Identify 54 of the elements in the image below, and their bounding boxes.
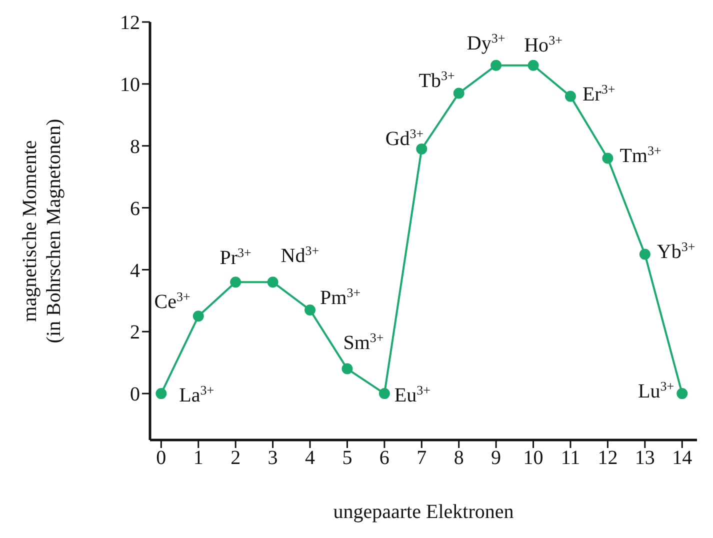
annotation: Gd$^{3+}$ <box>385 125 424 150</box>
point <box>342 363 353 374</box>
point <box>602 152 614 164</box>
annotation: Er$^{3+}$ <box>582 80 616 106</box>
annotation: Dy$^{3+}$ <box>466 30 506 54</box>
x-tick-label: 0 <box>156 447 166 470</box>
annotation: La$^{3+}$ <box>179 382 214 407</box>
point <box>267 276 278 288</box>
x-tick-label: 4 <box>305 447 316 470</box>
annotation: Eu$^{3+}$ <box>394 382 430 407</box>
x-tick-label: 13 <box>634 447 655 470</box>
point <box>639 248 650 260</box>
point <box>156 388 167 400</box>
x-axis-title: ungepaarte Elektronen <box>333 501 514 523</box>
point <box>676 388 688 400</box>
point <box>564 90 576 102</box>
y-tick-label: 10 <box>120 74 140 96</box>
point <box>230 276 242 288</box>
point <box>453 88 464 99</box>
y-tick-label: 8 <box>130 136 140 158</box>
y-tick-label: 4 <box>130 260 140 282</box>
x-tick-label: 7 <box>416 447 427 470</box>
x-tick-label: 8 <box>454 447 464 470</box>
x-tick-label: 9 <box>491 447 502 470</box>
annotation: Ho$^{3+}$ <box>524 32 562 56</box>
y-axis-title: magnetische Momente (in Bohrschen Magnetonen) <box>19 118 65 344</box>
annotation: Lu$^{3+}$ <box>638 378 674 403</box>
y-tick-label: 2 <box>130 322 140 344</box>
x-tick-label: 3 <box>268 447 278 470</box>
x-tick-label: 12 <box>598 447 618 470</box>
annotation: Sm$^{3+}$ <box>343 329 384 354</box>
x-tick-label: 10 <box>523 447 544 470</box>
point <box>416 143 428 154</box>
x-tick-label: 6 <box>379 447 390 470</box>
x-tick-label: 5 <box>342 447 352 470</box>
x-tick-label: 11 <box>560 447 580 470</box>
x-tick-label: 1 <box>193 447 204 470</box>
annotation: Yb$^{3+}$ <box>656 238 696 264</box>
annotation: Pr$^{3+}$ <box>220 244 252 270</box>
x-tick-label: 14 <box>672 447 692 470</box>
annotation: Tm$^{3+}$ <box>620 142 662 168</box>
point <box>378 388 390 400</box>
annotation: Nd$^{3+}$ <box>280 242 320 268</box>
point <box>528 60 539 71</box>
annotation: Ce$^{3+}$ <box>154 288 190 314</box>
point <box>304 304 316 316</box>
y-tick-label: 12 <box>120 12 140 34</box>
point <box>490 60 502 71</box>
x-tick-label: 2 <box>230 447 241 470</box>
y-tick-label: 0 <box>130 384 140 406</box>
annotation: Pm$^{3+}$ <box>320 284 361 309</box>
point <box>192 310 204 322</box>
y-tick-label: 6 <box>130 198 140 220</box>
annotation: Tb$^{3+}$ <box>418 68 455 92</box>
